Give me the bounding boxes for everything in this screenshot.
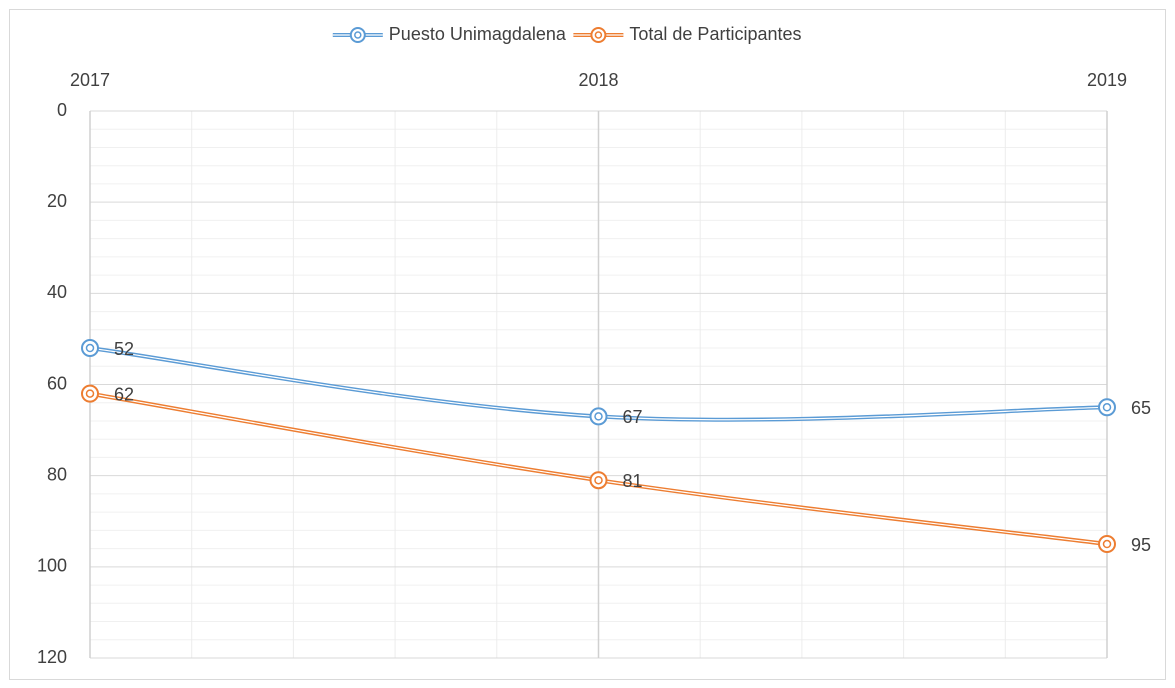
- legend-marker-inner: [594, 31, 603, 39]
- y-tick-label: 120: [37, 647, 67, 667]
- data-label: 67: [623, 407, 643, 427]
- legend-label: Puesto Unimagdalena: [389, 24, 567, 44]
- data-label: 65: [1131, 398, 1151, 418]
- data-label: 52: [114, 339, 134, 359]
- legend-marker: [349, 27, 366, 43]
- y-tick-label: 40: [47, 282, 67, 302]
- y-tick-label: 80: [47, 464, 67, 484]
- legend-label: Total de Participantes: [629, 24, 801, 44]
- y-tick-label: 60: [47, 373, 67, 393]
- y-tick-label: 20: [47, 191, 67, 211]
- legend-marker: [590, 27, 607, 43]
- y-tick-label: 100: [37, 556, 67, 576]
- legend: Puesto Unimagdalena Total de Participante…: [332, 24, 802, 44]
- marker: [81, 384, 99, 403]
- marker-inner: [594, 475, 603, 485]
- legend-marker-inner: [354, 31, 362, 39]
- marker: [1098, 535, 1116, 554]
- marker: [589, 471, 608, 490]
- x-tick-label: 2017: [70, 70, 110, 90]
- data-label: 81: [623, 471, 643, 491]
- data-label: 95: [1131, 535, 1151, 555]
- marker-inner: [1102, 403, 1112, 412]
- marker: [589, 407, 608, 426]
- marker: [81, 339, 99, 358]
- marker: [1098, 398, 1116, 417]
- y-tick-label: 0: [57, 100, 67, 120]
- x-tick-label: 2019: [1087, 70, 1127, 90]
- marker-inner: [85, 343, 95, 353]
- marker-inner: [594, 412, 603, 421]
- data-label: 62: [114, 384, 134, 404]
- marker-inner: [1102, 539, 1112, 549]
- chart-border: [9, 9, 1166, 680]
- x-tick-label: 2018: [578, 70, 618, 90]
- marker-inner: [85, 389, 95, 398]
